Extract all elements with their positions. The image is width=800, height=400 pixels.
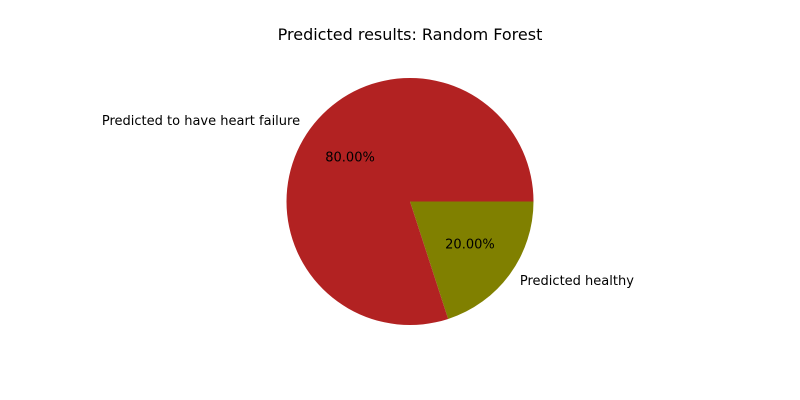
- pie-slice-predicted-to-have-heart-failure: [286, 77, 534, 325]
- pie-slice-label-predicted-to-have-heart-failure: Predicted to have heart failure: [102, 114, 300, 129]
- pie-labels: 20.00% Predicted healthy 80.00% Predicted t…: [102, 114, 634, 289]
- pie-pct-label-predicted-to-have-heart-failure: 80.00%: [325, 150, 375, 165]
- chart-title: Predicted results: Random Forest: [278, 25, 543, 44]
- pie-slice-predicted-healthy: [410, 201, 534, 319]
- pie-slices: [286, 77, 534, 325]
- pie-slice-label-predicted-healthy: Predicted healthy: [520, 274, 634, 289]
- pie-pct-label-predicted-healthy: 20.00%: [445, 238, 495, 253]
